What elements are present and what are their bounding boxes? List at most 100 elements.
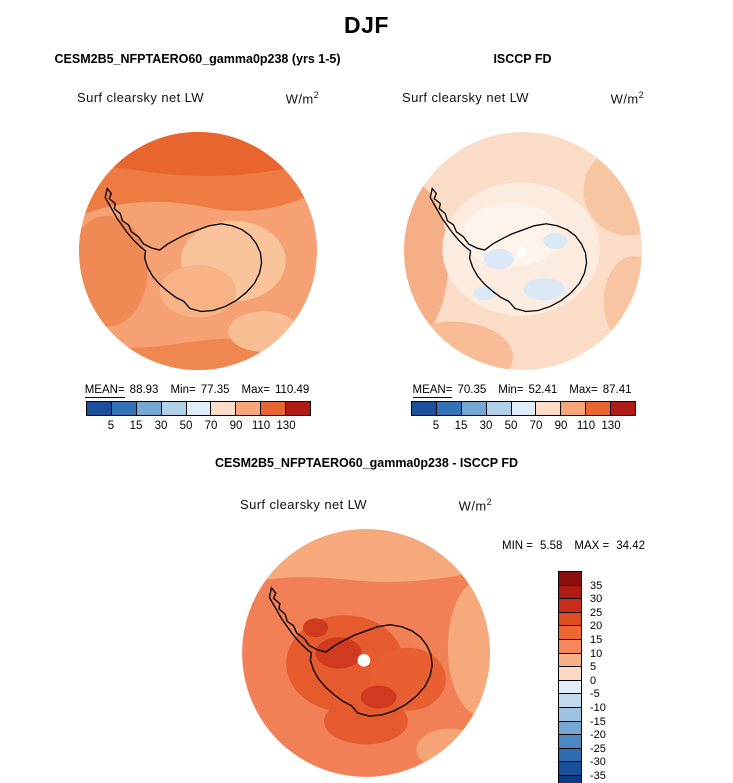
max-value: 34.42	[616, 540, 646, 552]
antarctica-coastline	[268, 586, 433, 717]
colorbar-tick-label: -30	[590, 756, 606, 769]
pole-hole	[357, 654, 371, 667]
colorbar-tick-label: 15	[454, 420, 468, 432]
colorbar-box	[559, 626, 581, 640]
stats-row-obs: MEAN= 70.35 Min= 52.41 Max= 87.41	[372, 384, 672, 398]
colorbar-box	[261, 402, 287, 415]
colorbar-box	[286, 402, 311, 415]
colorbar-tick-label: -20	[590, 729, 606, 742]
colorbar-box	[486, 402, 512, 415]
colorbar-box	[559, 735, 581, 749]
units-base: W/m	[458, 498, 487, 514]
colorbar-tick-label: 15	[129, 420, 143, 432]
min-stat: Min= 77.35	[170, 384, 229, 398]
colorbar-box	[586, 402, 612, 415]
panel-header-obs: ISCCP FD	[493, 52, 552, 66]
colorbar-boxes	[411, 401, 636, 416]
mean-value: 70.35	[457, 384, 487, 396]
colorbar-tick-label: 25	[590, 606, 603, 619]
units-exponent: 2	[638, 90, 644, 100]
colorbar-horizontal-obs: 5 15 30 50 70 90 110 130	[411, 401, 636, 434]
contour-band	[303, 618, 329, 638]
colorbar-tick-row: 5 15 30 50 70 90 110 130	[86, 416, 311, 434]
units-exponent: 2	[486, 497, 492, 507]
colorbar-tick-label: 30	[479, 420, 493, 432]
mean-label: MEAN=	[412, 384, 453, 398]
colorbar-box	[161, 402, 187, 415]
subtitle-row-obs: Surf clearsky net LW W/m2	[402, 90, 644, 106]
min-label: Min=	[170, 384, 196, 396]
min-value: 52.41	[528, 384, 558, 396]
mean-value: 88.93	[129, 384, 159, 396]
colorbar-tick-label: -5	[590, 688, 600, 701]
colorbar-tick-label: 5	[432, 420, 440, 432]
colorbar-tick-label: 30	[590, 593, 603, 606]
colorbar-box	[461, 402, 487, 415]
colorbar-box	[561, 402, 587, 415]
colorbar-tick-label: 5	[590, 661, 597, 674]
colorbar-tick-label: 110	[251, 420, 271, 432]
colorbar-tick-label: 15	[590, 634, 603, 646]
colorbar-tick-label: 5	[107, 420, 115, 432]
units-base: W/m	[610, 91, 639, 107]
colorbar-tick-label: 50	[504, 420, 518, 432]
colorbar-box	[111, 402, 137, 415]
figure-title: DJF	[344, 12, 389, 38]
colorbar-horizontal-model: 5 15 30 50 70 90 110 130	[86, 401, 311, 434]
colorbar-tick-label: 50	[179, 420, 193, 432]
max-stat: Max= 110.49	[241, 384, 309, 398]
max-value: 110.49	[274, 384, 310, 396]
colorbar-box	[559, 762, 581, 776]
max-value: 87.41	[602, 384, 632, 396]
colorbar-box	[511, 402, 537, 415]
colorbar-tick-label: -10	[590, 702, 606, 714]
min-label: Min=	[498, 384, 524, 396]
units-exponent: 2	[313, 90, 319, 100]
max-label: Max=	[569, 384, 598, 396]
colorbar-tick-row: 5 15 30 50 70 90 110 130	[411, 416, 636, 434]
contour-band	[483, 248, 514, 270]
contour-band	[315, 637, 362, 669]
max-label: MAX =	[574, 540, 610, 552]
colorbar-box	[436, 402, 462, 415]
colorbar-box	[559, 653, 581, 668]
variable-label: Surf clearsky net LW	[240, 497, 367, 512]
units-base: W/m	[285, 91, 314, 107]
contour-band	[416, 728, 484, 771]
panel-header-model: CESM2B5_NFPTAERO60_gamma0p238 (yrs 1-5)	[54, 52, 341, 66]
variable-label: Surf clearsky net LW	[402, 90, 529, 105]
colorbar-boxes	[558, 571, 582, 783]
colorbar-box	[136, 402, 162, 415]
colorbar-box	[559, 612, 581, 627]
colorbar-box	[412, 402, 437, 415]
map-diff	[242, 529, 490, 777]
contour-band	[159, 265, 237, 318]
colorbar-tick-label: 90	[554, 420, 568, 432]
subtitle-row-diff: Surf clearsky net LW W/m2	[240, 497, 492, 513]
max-label: Max=	[241, 384, 270, 396]
colorbar-box	[536, 402, 562, 415]
max-stat: Max= 87.41	[569, 384, 631, 398]
colorbar-box	[87, 402, 112, 415]
mean-stat: MEAN= 70.35	[412, 384, 487, 398]
colorbar-tick-label: 0	[590, 674, 597, 687]
colorbar-tick-label: 130	[601, 420, 621, 432]
colorbar-box	[559, 599, 581, 613]
contour-band	[447, 579, 490, 716]
min-value: 5.58	[540, 540, 563, 552]
colorbar-box	[559, 572, 581, 586]
contour-band	[324, 698, 408, 745]
min-value: 77.35	[200, 384, 230, 396]
colorbar-tick-label: -15	[590, 715, 606, 728]
antarctica-coastline	[429, 187, 588, 313]
contour-band	[404, 180, 449, 342]
colorbar-box	[559, 721, 581, 736]
contour-band	[228, 311, 299, 352]
contour-band	[543, 232, 568, 249]
units-label: W/m2	[611, 90, 644, 106]
diff-minmax-row: MIN = 5.58 MAX = 34.42	[502, 540, 645, 552]
colorbar-tick-label: 35	[590, 579, 603, 592]
map-model	[79, 132, 317, 370]
colorbar-box	[559, 775, 581, 783]
stats-row-model: MEAN= 88.93 Min= 77.35 Max= 110.49	[47, 384, 347, 398]
